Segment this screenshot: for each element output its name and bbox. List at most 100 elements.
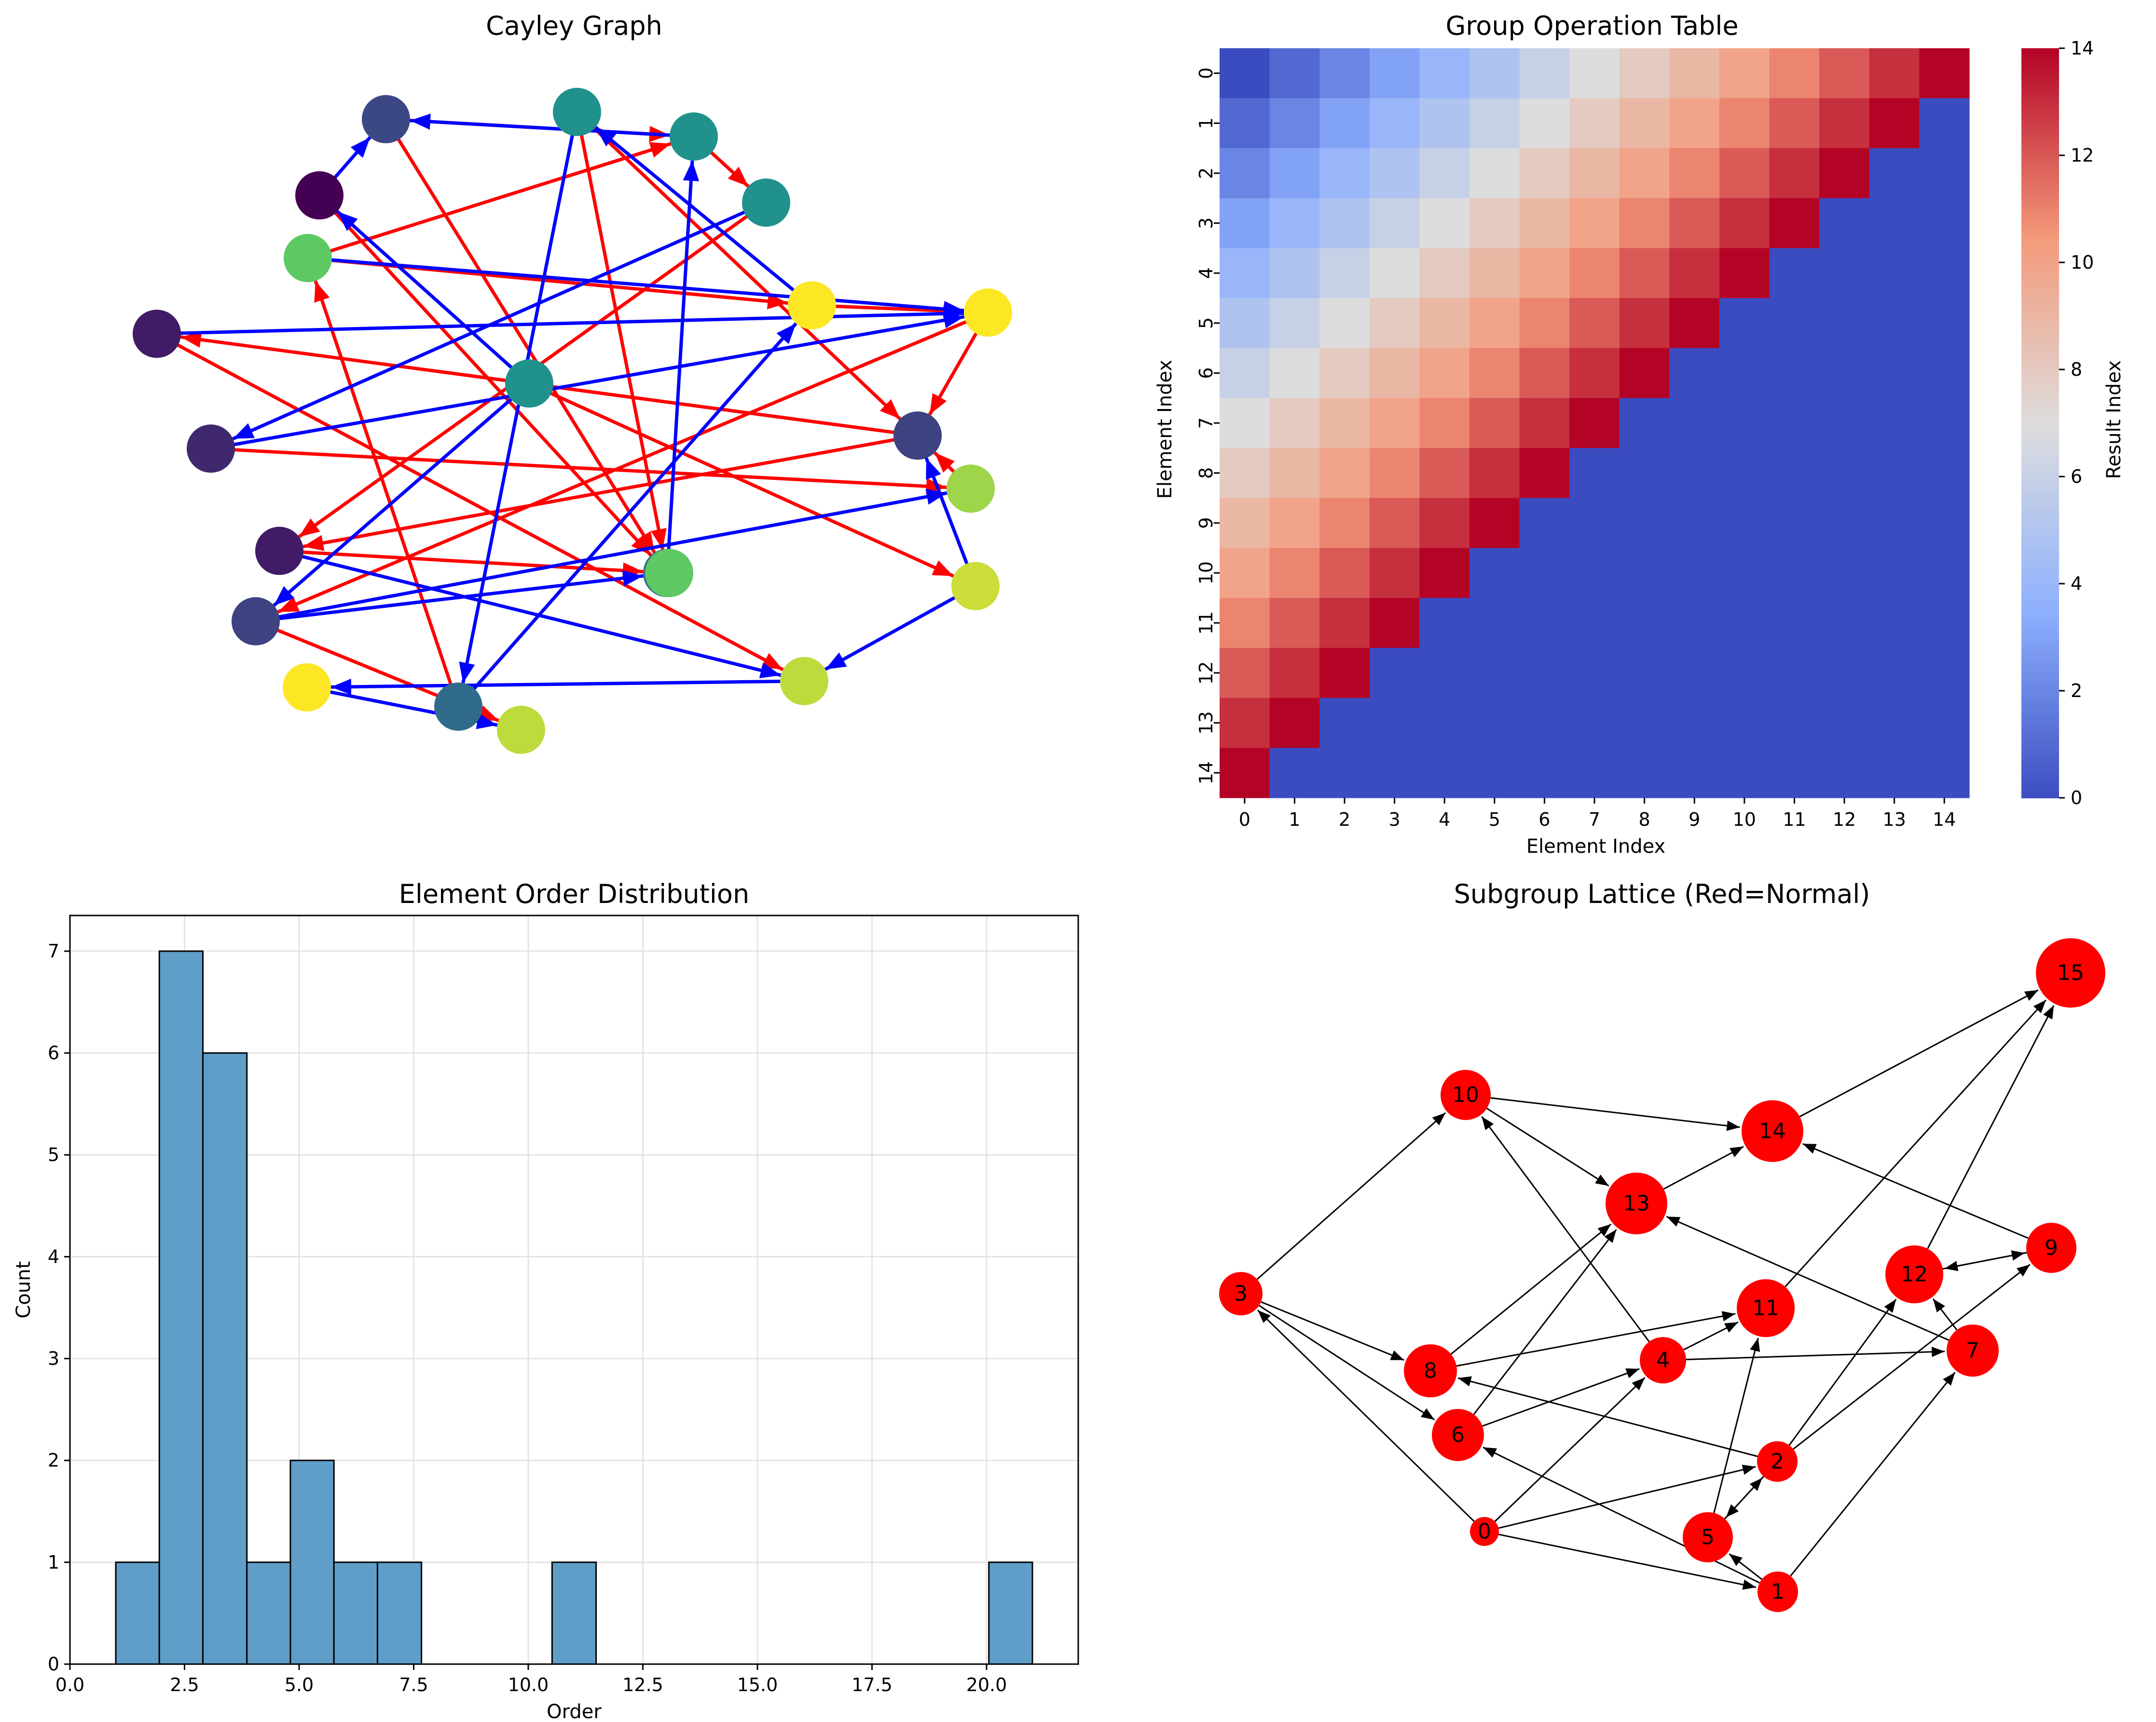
histogram-xlabel: Order <box>547 1701 602 1722</box>
heatmap-cell <box>1819 398 1870 449</box>
colorbar-tick-label: 2 <box>2071 680 2082 701</box>
colorbar-segment <box>2021 369 2059 376</box>
heatmap-cell <box>1719 148 1770 199</box>
lattice-edge <box>1793 1264 2031 1450</box>
heatmap-y-tick-label: 10 <box>1195 561 1217 585</box>
heatmap-cell <box>1869 48 1920 99</box>
lattice-edge <box>1486 1107 1609 1187</box>
heatmap-cell <box>1669 697 1720 748</box>
heatmap-cell <box>1269 648 1320 698</box>
heatmap-cell <box>1469 298 1520 349</box>
heatmap-cell <box>1220 98 1270 149</box>
colorbar-segment <box>2021 460 2059 466</box>
colorbar-segment <box>2021 487 2059 493</box>
colorbar-segment <box>2021 128 2059 135</box>
heatmap-cell <box>1869 598 1920 648</box>
histogram-bars <box>115 950 1033 1665</box>
heatmap-cells <box>1220 48 1970 798</box>
histogram-bar <box>202 1052 248 1665</box>
histogram-x-tick-label: 20.0 <box>966 1674 1007 1695</box>
cayley-edge <box>594 126 797 293</box>
colorbar-segment <box>2021 251 2059 258</box>
heatmap-cell <box>1719 448 1770 498</box>
heatmap-cell <box>1769 98 1820 149</box>
heatmap-cell <box>1919 648 1970 698</box>
colorbar-segment <box>2021 584 2059 590</box>
lattice-edge <box>1456 1311 1736 1367</box>
colorbar-segment <box>2021 621 2059 627</box>
heatmap-cell <box>1269 398 1320 449</box>
colorbar-segment <box>2021 364 2059 370</box>
heatmap-cell <box>1919 748 1970 798</box>
colorbar-segment <box>2021 64 2059 70</box>
cayley-edge <box>833 302 964 319</box>
lattice-edge <box>1927 1005 2055 1249</box>
cayley-edge <box>329 258 964 317</box>
heatmap-y-tick-label: 12 <box>1195 661 1217 684</box>
heatmap-cell <box>1919 448 1970 498</box>
cayley-edge <box>924 457 970 567</box>
heatmap-cell <box>1519 248 1570 299</box>
lattice-node <box>2026 1223 2076 1273</box>
heatmap-cell <box>1919 348 1970 398</box>
lattice-node-label: 4 <box>1656 1348 1670 1373</box>
heatmap-cell <box>1419 648 1470 698</box>
heatmap-cell <box>1519 697 1570 748</box>
heatmap-cell <box>1919 148 1970 199</box>
lattice-edge <box>1490 1097 1740 1131</box>
colorbar-segment <box>2021 562 2059 568</box>
colorbar-segment <box>2021 615 2059 622</box>
heatmap-cell <box>1769 248 1820 299</box>
lattice-edge <box>1788 1298 1897 1446</box>
heatmap-cell <box>1769 48 1820 99</box>
heatmap-cell <box>1269 248 1320 299</box>
lattice-node-label: 9 <box>2045 1236 2058 1260</box>
heatmap-cell <box>1769 648 1820 698</box>
colorbar-segment <box>2021 524 2059 531</box>
heatmap-cell <box>1319 498 1370 548</box>
lattice-edge <box>1256 1112 1446 1280</box>
lattice-node <box>1432 1409 1484 1461</box>
heatmap-cell <box>1869 548 1920 599</box>
heatmap-x-tick-label: 14 <box>1933 809 1956 830</box>
heatmap-y-tick-label: 1 <box>1195 117 1217 129</box>
heatmap-cell <box>1319 548 1370 599</box>
heatmap-cell <box>1819 498 1870 548</box>
heatmap-cell <box>1369 348 1420 398</box>
cayley-node <box>947 465 995 513</box>
lattice-edge <box>1498 1533 1757 1590</box>
colorbar-segment <box>2021 760 2059 766</box>
heatmap-cell <box>1569 48 1620 99</box>
colorbar-label: Result Index <box>2103 360 2125 479</box>
heatmap-cell <box>1869 398 1920 449</box>
heatmap-cell <box>1919 198 1970 248</box>
heatmap-cell <box>1819 298 1870 349</box>
cayley-nodes <box>133 88 1012 754</box>
colorbar-segment <box>2021 75 2059 81</box>
heatmap-cell <box>1669 248 1720 299</box>
heatmap-cell <box>1619 448 1670 498</box>
colorbar-segment <box>2021 375 2059 381</box>
cayley-edge <box>330 679 783 695</box>
cayley-edge <box>175 342 784 671</box>
heatmap-y-tick-label: 4 <box>1195 267 1217 279</box>
colorbar-segment <box>2021 642 2059 649</box>
heatmap-cell <box>1919 697 1970 748</box>
heatmap-cell <box>1220 448 1270 498</box>
lattice-node <box>2036 938 2105 1008</box>
cayley-edge <box>232 448 947 494</box>
colorbar-segment <box>2021 187 2059 193</box>
heatmap-cell <box>1569 248 1620 299</box>
cayley-node <box>780 657 828 705</box>
histogram-x-tick-label: 10.0 <box>508 1674 549 1695</box>
heatmap-x-tick-label: 13 <box>1882 809 1906 830</box>
heatmap-cell <box>1569 648 1620 698</box>
lattice-node-label: 12 <box>1901 1262 1928 1287</box>
heatmap-y-tick-label: 0 <box>1195 68 1217 79</box>
colorbar-segment <box>2021 465 2059 472</box>
histogram-x-tick-label: 5.0 <box>285 1674 314 1695</box>
heatmap-cell <box>1819 198 1870 248</box>
cayley-node <box>133 310 181 358</box>
heatmap-cell <box>1419 148 1470 199</box>
cayley-edge <box>300 550 644 579</box>
